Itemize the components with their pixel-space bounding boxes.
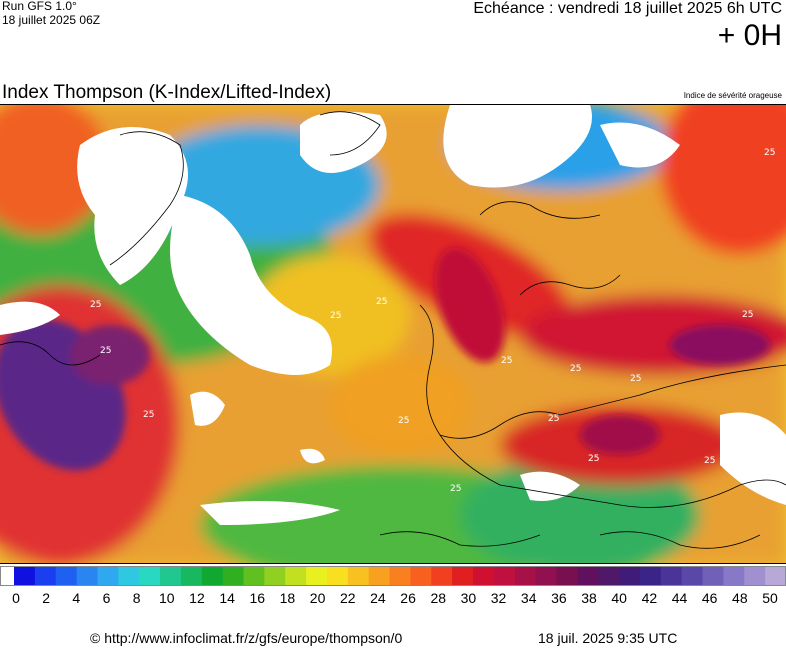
color-scale-cell [222, 566, 245, 586]
color-scale-tick-label: 16 [249, 590, 266, 606]
source-link[interactable]: © http://www.infoclimat.fr/z/gfs/europe/… [90, 630, 403, 646]
color-scale-tick-label: 40 [611, 590, 627, 606]
map-canvas: 25 25 25 25 25 25 25 25 25 25 25 25 25 2… [0, 105, 786, 563]
color-scale-cell [452, 566, 474, 586]
color-scale-cell [264, 566, 286, 586]
color-scale-cell [681, 566, 704, 586]
color-scale-tick-label: 6 [102, 590, 111, 606]
color-scale-cell [514, 566, 537, 586]
color-scale-tick-label: 0 [12, 590, 20, 606]
contour-label: 25 [236, 510, 247, 520]
map-title: Index Thompson (K-Index/Lifted-Index) [2, 82, 332, 103]
color-scale-tick-label: 18 [279, 590, 296, 606]
contour-labels: 25 25 25 25 25 25 25 25 25 25 25 25 25 2… [90, 148, 775, 520]
color-scale-cell [0, 566, 14, 586]
coastlines [0, 111, 786, 549]
color-scale-tick-label: 28 [430, 590, 447, 606]
contour-label: 25 [548, 414, 559, 424]
run-date: 18 juillet 2025 06Z [2, 13, 101, 27]
color-scale-cell [473, 566, 495, 586]
color-scale-ticks: 0 2 4 6 8 10 12 14 16 18 20 22 24 26 28 30 32 34 36 38 40 42 4… [0, 590, 786, 606]
contour-label: 25 [143, 410, 154, 420]
color-scale-cell [326, 566, 349, 586]
color-scale-tick-label: 36 [551, 590, 567, 606]
color-scale-cell [493, 566, 516, 586]
color-scale-tick-label: 22 [339, 590, 356, 606]
color-scale-cell [577, 566, 599, 586]
color-scale-cell [34, 566, 57, 586]
color-scale-cell [55, 566, 78, 586]
forecast-valid-time: Echéance : vendredi 18 juillet 2025 6h U… [473, 0, 782, 17]
color-scale-cell [723, 566, 745, 586]
color-scale-cell [619, 566, 641, 586]
color-scale-cell [410, 566, 432, 586]
color-scale-tick-label: 42 [641, 590, 658, 606]
color-scale-cell [118, 566, 140, 586]
contour-label: 25 [588, 454, 599, 464]
color-scale-cell [285, 566, 307, 586]
weather-map[interactable]: 25 25 25 25 25 25 25 25 25 25 25 25 25 2… [0, 104, 786, 564]
run-title: Run GFS 1.0° [2, 0, 77, 13]
contour-label: 25 [450, 484, 461, 494]
color-scale-cell [431, 566, 453, 586]
color-scale-tick-label: 26 [400, 590, 416, 606]
color-scale-cell [744, 566, 766, 586]
contour-label: 25 [570, 364, 581, 374]
map-subtitle: Indice de sévérité orageuse [683, 91, 782, 100]
color-scale-tick-label: 2 [42, 590, 51, 606]
color-scale-cell [139, 566, 161, 586]
index-maxima [0, 247, 770, 471]
contour-label: 25 [90, 300, 101, 310]
color-scale-cell [201, 566, 224, 586]
color-scale-tick-label: 50 [762, 590, 778, 606]
contour-label: 25 [100, 346, 111, 356]
contour-label: 25 [376, 297, 387, 307]
color-scale-cell [389, 566, 411, 586]
color-scale-cell [14, 566, 36, 586]
color-scale-tick-label: 32 [490, 590, 507, 606]
color-scale-cell [765, 566, 786, 586]
color-scale-tick-label: 10 [159, 590, 175, 606]
forecast-hour: + 0H [717, 19, 782, 52]
color-scale-tick-label: 34 [520, 590, 537, 606]
color-scale-cell [535, 566, 557, 586]
color-scale-tick-label: 46 [701, 590, 718, 606]
contour-label: 25 [742, 310, 753, 320]
color-scale-cell [368, 566, 391, 586]
color-scale-cell [660, 566, 683, 586]
color-scale-tick-label: 20 [309, 590, 326, 606]
index-field [0, 105, 786, 563]
contour-label: 25 [704, 456, 715, 466]
color-scale [0, 566, 786, 586]
color-scale-cell [180, 566, 203, 586]
color-scale-tick-label: 38 [581, 590, 597, 606]
color-scale-cell [639, 566, 662, 586]
color-scale-cell [556, 566, 578, 586]
color-scale-cell [76, 566, 98, 586]
color-scale-cell [160, 566, 182, 586]
contour-label: 25 [501, 356, 512, 366]
color-scale-tick-label: 14 [219, 590, 235, 606]
contour-label: 25 [398, 416, 409, 426]
contour-label: 25 [630, 374, 641, 384]
color-scale-cell [598, 566, 620, 586]
contour-label: 25 [330, 311, 341, 321]
color-scale-cell [702, 566, 724, 586]
generation-time: 18 juil. 2025 9:35 UTC [538, 630, 678, 646]
color-scale-tick-label: 44 [671, 590, 688, 606]
masked-regions [0, 105, 786, 525]
color-scale-tick-label: 48 [732, 590, 748, 606]
color-scale-cell [347, 566, 370, 586]
color-scale-tick-label: 4 [72, 590, 81, 606]
color-scale-tick-label: 8 [132, 590, 141, 606]
color-scale-cell [97, 566, 119, 586]
color-scale-cell [306, 566, 328, 586]
color-scale-tick-label: 30 [460, 590, 477, 606]
color-scale-tick-label: 24 [370, 590, 386, 606]
color-scale-cell [243, 566, 265, 586]
contour-label: 25 [764, 148, 775, 158]
color-scale-tick-label: 12 [189, 590, 205, 606]
